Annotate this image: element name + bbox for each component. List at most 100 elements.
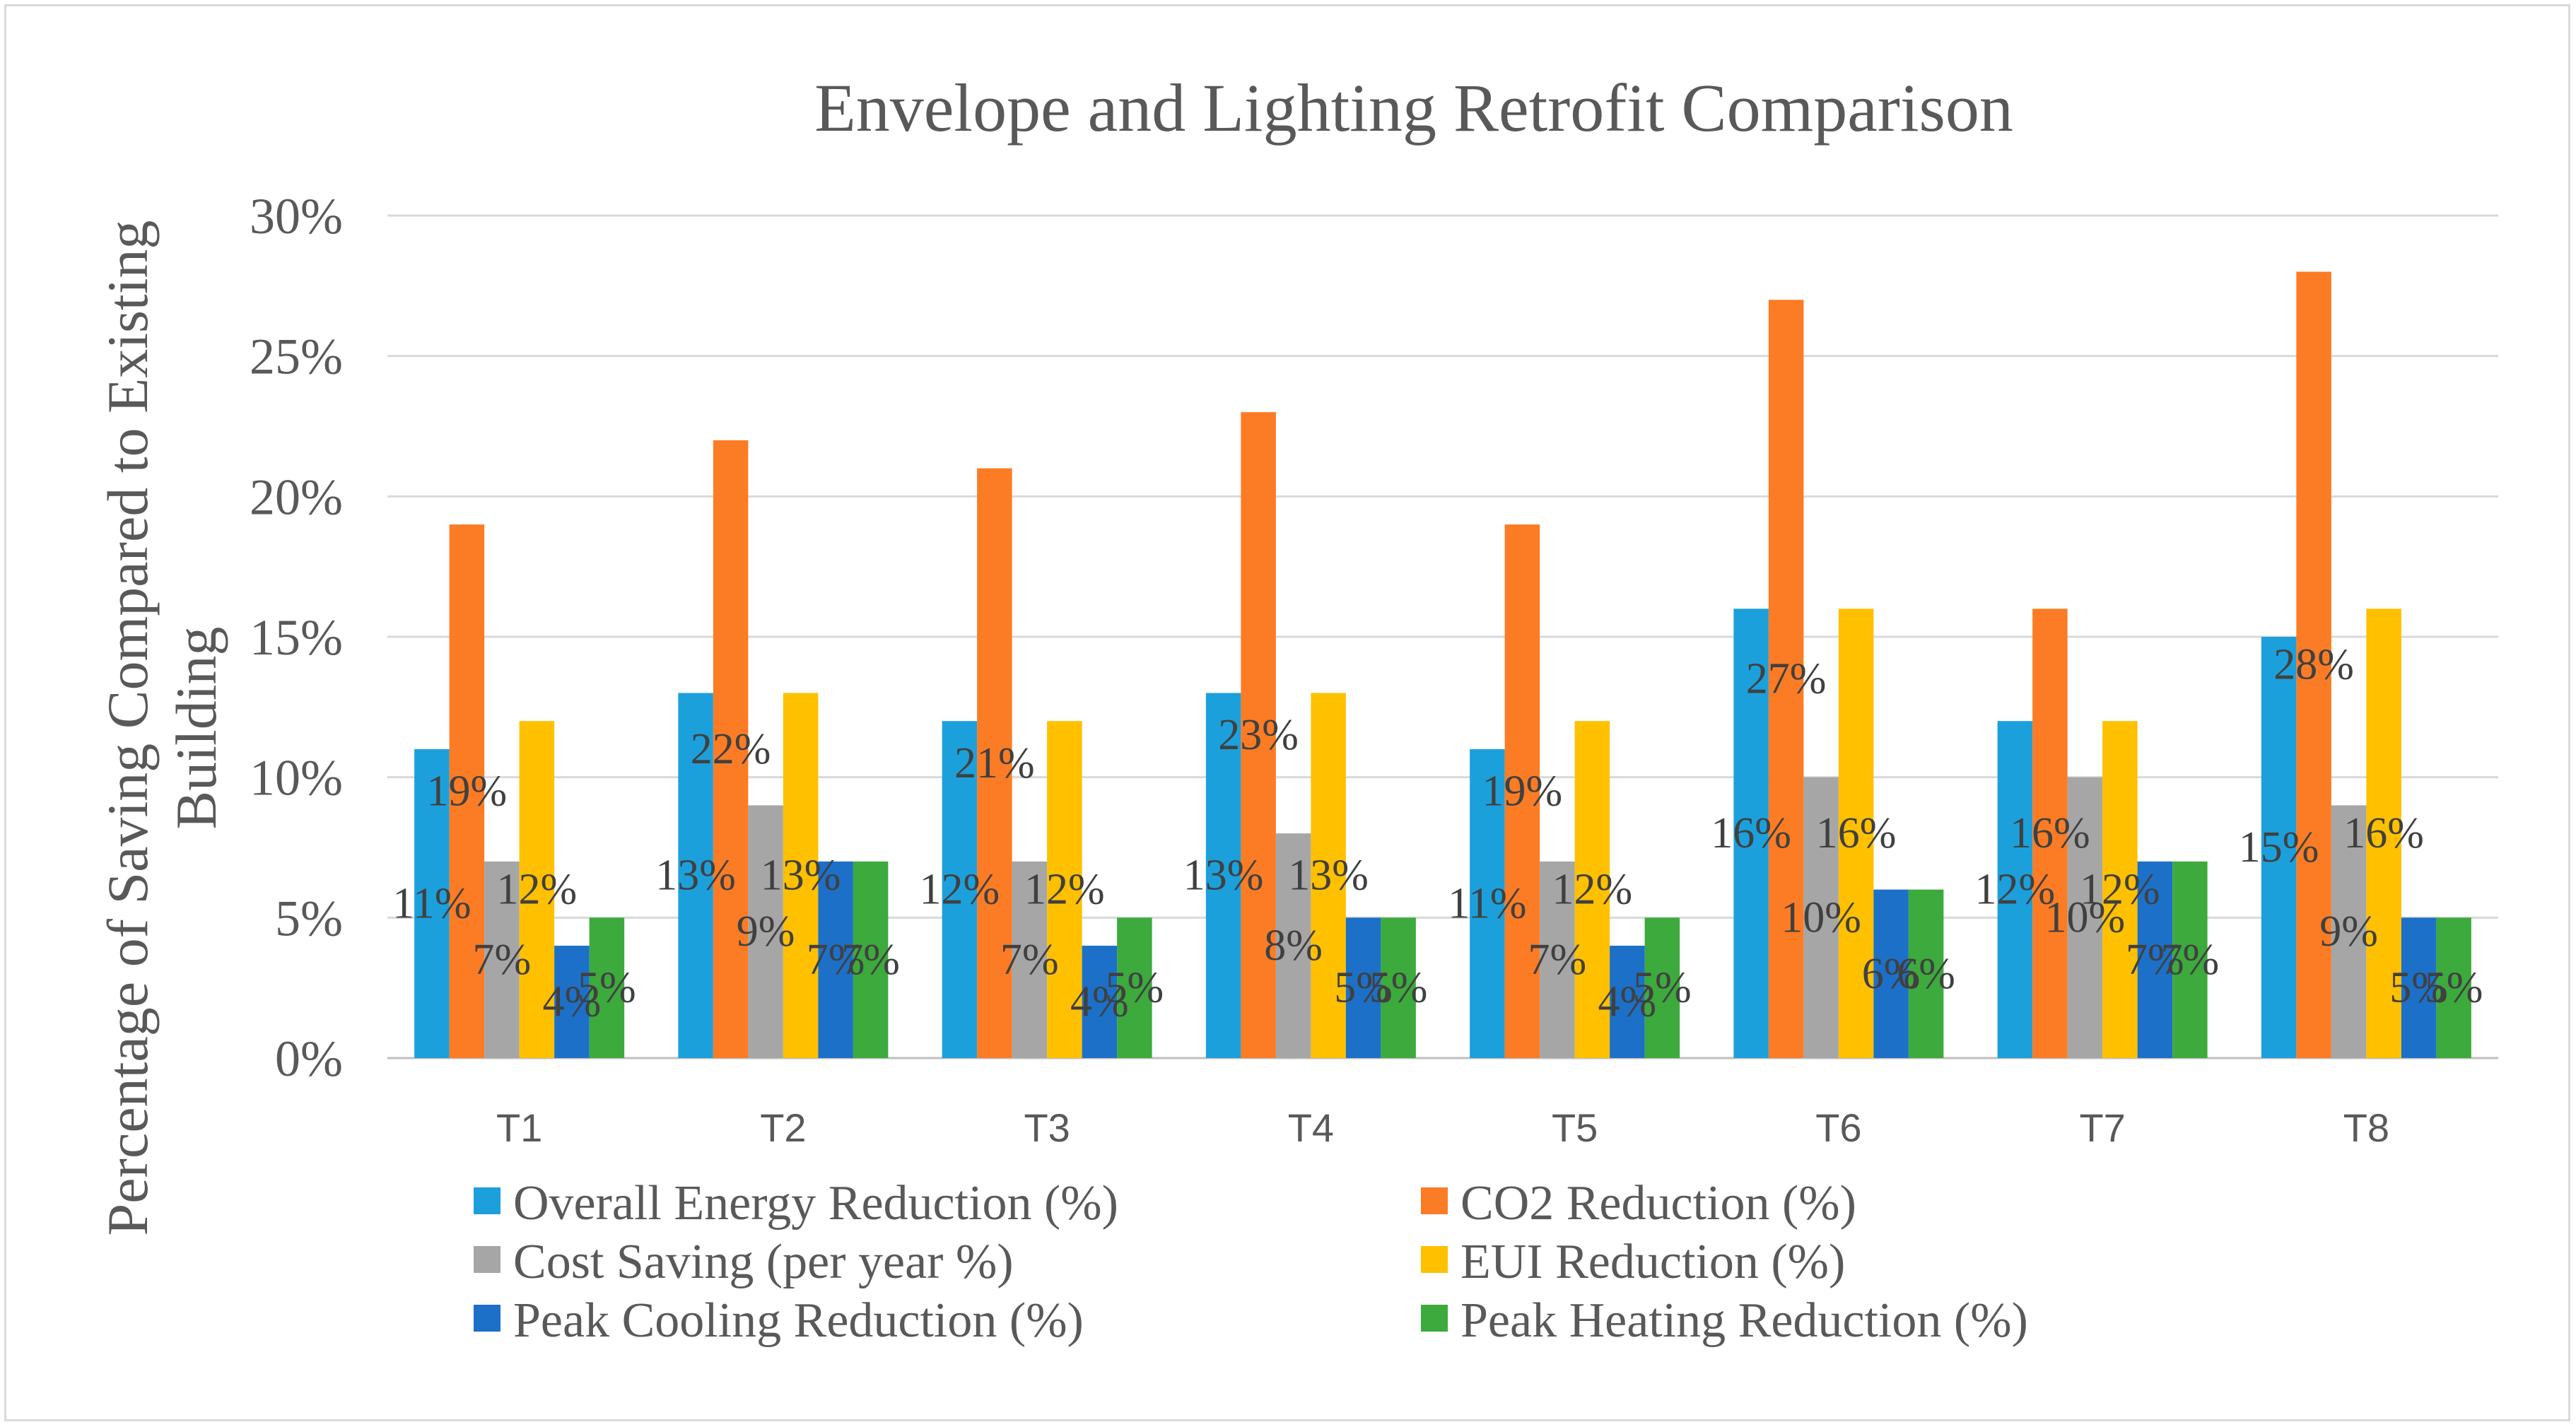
bar	[1012, 861, 1048, 1058]
bars	[414, 271, 2471, 1059]
data-label: 4%	[1070, 978, 1129, 1026]
data-label: 12%	[1552, 866, 1633, 914]
bar	[1838, 609, 1874, 1058]
data-label: 16%	[2343, 809, 2424, 857]
bar	[554, 946, 590, 1058]
bar	[1470, 748, 1505, 1058]
bar	[1803, 777, 1839, 1058]
data-label: 7%	[1528, 936, 1587, 984]
bar	[1733, 609, 1769, 1058]
x-axis-ticks: T1 T2 T3 T4 T5 T6 T7 T8	[496, 1105, 2389, 1150]
y-tick-label: 5%	[275, 890, 343, 946]
bar	[1997, 721, 2033, 1058]
bar	[818, 861, 853, 1058]
data-label: 4%	[543, 978, 602, 1026]
bar	[1610, 946, 1645, 1058]
y-tick-label: 15%	[250, 609, 343, 666]
y-axis-label-line-1: Percentage of Saving Compared to Existin…	[95, 221, 160, 1236]
data-label: 16%	[1816, 809, 1897, 857]
data-label: 13%	[1183, 852, 1264, 900]
data-label: 6%	[1862, 950, 1921, 998]
data-labels: 11%19%7%12%4%5%13%22%9%13%7%7%12%21%7%12…	[392, 641, 2483, 1026]
legend-swatch	[474, 1187, 500, 1214]
bar	[1574, 721, 1610, 1058]
x-tick-label: T1	[496, 1105, 542, 1150]
bar	[519, 721, 555, 1058]
data-label: 6%	[1897, 950, 1955, 998]
data-label: 12%	[1024, 866, 1105, 914]
data-label: 23%	[1218, 711, 1299, 759]
data-label: 13%	[655, 852, 736, 900]
bar	[2067, 777, 2103, 1058]
bar	[942, 721, 978, 1058]
y-tick-label: 10%	[250, 750, 343, 806]
legend-swatch	[474, 1246, 500, 1273]
data-label: 7%	[2126, 936, 2184, 984]
data-label: 8%	[1264, 922, 1323, 970]
legend-label: Cost Saving (per year %)	[513, 1235, 1014, 1289]
bar	[2261, 637, 2297, 1058]
bar	[1345, 917, 1381, 1058]
data-label: 5%	[1369, 964, 1428, 1012]
bar	[1504, 524, 1540, 1058]
chart-title: Envelope and Lighting Retrofit Compariso…	[814, 70, 2013, 146]
bar	[2436, 917, 2471, 1058]
legend-label: Peak Heating Reduction (%)	[1460, 1293, 2028, 1348]
bar	[589, 917, 625, 1058]
data-label: 12%	[2080, 866, 2160, 914]
bar	[713, 440, 749, 1058]
data-label: 11%	[392, 879, 471, 927]
bar	[1311, 693, 1346, 1058]
bar	[2032, 609, 2068, 1058]
y-tick-label: 25%	[250, 329, 343, 385]
data-label: 5%	[1106, 964, 1164, 1012]
legend-label: Peak Cooling Reduction (%)	[513, 1293, 1084, 1348]
data-label: 5%	[578, 964, 636, 1012]
data-label: 12%	[920, 866, 1000, 914]
chart-frame	[4, 4, 2570, 1421]
bar	[977, 468, 1012, 1058]
bar	[2296, 271, 2331, 1058]
x-tick-label: T2	[760, 1105, 806, 1150]
legend-swatch	[1421, 1246, 1448, 1273]
bar	[449, 524, 485, 1058]
data-label: 28%	[2273, 641, 2354, 689]
bar	[1540, 861, 1575, 1058]
data-label: 7%	[473, 936, 532, 984]
bar	[2331, 805, 2367, 1058]
data-label: 22%	[691, 725, 771, 773]
bar	[1205, 693, 1241, 1058]
bar	[1047, 721, 1082, 1058]
data-label: 9%	[737, 908, 795, 956]
legend-swatch	[1421, 1187, 1448, 1214]
data-label: 13%	[761, 852, 841, 900]
x-tick-label: T3	[1024, 1105, 1070, 1150]
legend-label: CO2 Reduction (%)	[1460, 1176, 1856, 1231]
data-label: 5%	[1334, 964, 1393, 1012]
data-label: 19%	[1482, 768, 1563, 816]
data-label: 5%	[2389, 964, 2448, 1012]
legend-swatch	[1421, 1305, 1448, 1332]
y-axis-label: Percentage of Saving Compared to Existin…	[95, 221, 228, 1236]
y-axis-label-line-2: Building	[164, 626, 228, 829]
bar	[783, 693, 819, 1058]
bar	[484, 861, 520, 1058]
x-tick-label: T7	[2079, 1105, 2125, 1150]
data-label: 5%	[1633, 964, 1692, 1012]
y-tick-label: 0%	[275, 1030, 343, 1087]
data-label: 27%	[1746, 655, 1827, 703]
x-tick-label: T6	[1815, 1105, 1861, 1150]
data-label: 10%	[2045, 893, 2126, 941]
bar	[2102, 721, 2138, 1058]
data-label: 12%	[1975, 866, 2056, 914]
bar	[678, 693, 713, 1058]
data-label: 4%	[1598, 978, 1657, 1026]
data-label: 21%	[954, 739, 1035, 787]
data-label: 16%	[1711, 809, 1791, 857]
bar	[853, 861, 889, 1058]
bar	[1241, 412, 1276, 1058]
legend-label: EUI Reduction (%)	[1460, 1235, 1845, 1289]
x-tick-label: T4	[1288, 1105, 1334, 1150]
bar	[1908, 889, 1944, 1058]
bar	[2137, 861, 2173, 1058]
